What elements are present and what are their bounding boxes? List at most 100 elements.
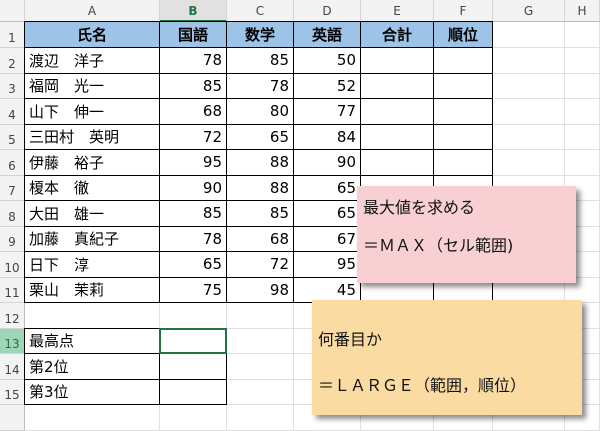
cell-H1[interactable] [565,22,600,48]
cell-A9[interactable]: 加藤 真紀子 [24,225,160,252]
cell-B10[interactable]: 65 [159,251,227,278]
cell-B6[interactable]: 95 [159,149,227,176]
cell-C2[interactable]: 85 [226,47,294,74]
cell-B5[interactable]: 72 [159,123,227,150]
header-cell[interactable]: 数学 [226,21,294,48]
cell-F5[interactable] [433,123,493,150]
cell-B16[interactable] [160,405,227,431]
cell-D9[interactable]: 67 [293,225,361,252]
cell-D4[interactable]: 77 [293,98,361,125]
row-header-8[interactable]: 8 [0,201,25,227]
cell-F6[interactable] [433,149,493,176]
cell-E5[interactable] [360,123,434,150]
cell-A12[interactable] [25,303,160,329]
cell-C15[interactable] [227,379,294,405]
row-header-5[interactable]: 5 [0,124,25,150]
row-header-1[interactable]: 1 [0,22,25,48]
cell-C5[interactable]: 65 [226,123,294,150]
cell-F3[interactable] [433,72,493,99]
cell-A6[interactable]: 伊藤 裕子 [24,149,160,176]
cell-D3[interactable]: 52 [293,72,361,99]
cell-B11[interactable]: 75 [159,276,227,303]
header-cell[interactable]: 氏名 [24,21,160,48]
row-header-4[interactable]: 4 [0,99,25,125]
cell-C9[interactable]: 68 [226,225,294,252]
cell-D5[interactable]: 84 [293,123,361,150]
cell-B12[interactable] [160,303,227,329]
cell-E2[interactable] [360,47,434,74]
cell-H6[interactable] [565,150,600,176]
cell-F4[interactable] [433,98,493,125]
row-header-11[interactable]: 11 [0,277,25,303]
cell-D6[interactable]: 90 [293,149,361,176]
header-cell[interactable]: 国語 [159,21,227,48]
cell-A5[interactable]: 三田村 英明 [24,123,160,150]
cell-B4[interactable]: 68 [159,98,227,125]
row-header-10[interactable]: 10 [0,252,25,278]
cell-H3[interactable] [565,73,600,99]
cell-D8[interactable]: 65 [293,200,361,227]
cell-C7[interactable]: 88 [226,174,294,201]
cell-A16[interactable] [25,405,160,431]
cell-B2[interactable]: 78 [159,47,227,74]
cell-E3[interactable] [360,72,434,99]
cell-C12[interactable] [227,303,294,329]
cell-H4[interactable] [565,99,600,125]
cell-A4[interactable]: 山下 伸一 [24,98,160,125]
cell-C6[interactable]: 88 [226,149,294,176]
select-all-corner[interactable] [0,0,25,22]
row-header-2[interactable]: 2 [0,48,25,74]
column-header-H[interactable]: H [565,0,600,22]
cell-B3[interactable]: 85 [159,72,227,99]
cell-C11[interactable]: 98 [226,276,294,303]
cell-F2[interactable] [433,47,493,74]
cell-C16[interactable] [227,405,294,431]
cell-D10[interactable]: 95 [293,251,361,278]
cell-E4[interactable] [360,98,434,125]
column-header-B[interactable]: B [160,0,227,22]
cell-C10[interactable]: 72 [226,251,294,278]
cell-B8[interactable]: 85 [159,200,227,227]
cell-D2[interactable]: 50 [293,47,361,74]
row-header-7[interactable]: 7 [0,175,25,201]
column-header-A[interactable]: A [25,0,160,22]
row-header-6[interactable]: 6 [0,150,25,176]
cell-E6[interactable] [360,149,434,176]
column-header-E[interactable]: E [361,0,434,22]
cell-G6[interactable] [493,150,565,176]
row-header-14[interactable]: 14 [0,354,25,380]
header-cell[interactable]: 英語 [293,21,361,48]
cell-G4[interactable] [493,99,565,125]
cell-A13[interactable]: 最高点 [24,327,160,354]
cell-C14[interactable] [227,354,294,380]
cell-A2[interactable]: 渡辺 洋子 [24,47,160,74]
cell-G1[interactable] [493,22,565,48]
row-header-3[interactable]: 3 [0,73,25,99]
cell-B9[interactable]: 78 [159,225,227,252]
header-cell[interactable]: 合計 [360,21,434,48]
cell-A7[interactable]: 榎本 徹 [24,174,160,201]
row-header-9[interactable]: 9 [0,226,25,252]
cell-C3[interactable]: 78 [226,72,294,99]
column-header-C[interactable]: C [227,0,294,22]
cell-B7[interactable]: 90 [159,174,227,201]
cell-C4[interactable]: 80 [226,98,294,125]
column-header-F[interactable]: F [434,0,493,22]
row-header-13[interactable]: 13 [0,328,25,354]
cell-D7[interactable]: 65 [293,174,361,201]
cell-C13[interactable] [227,328,294,354]
column-header-D[interactable]: D [294,0,361,22]
column-header-G[interactable]: G [493,0,565,22]
cell-A14[interactable]: 第2位 [24,353,160,380]
cell-A3[interactable]: 福岡 光一 [24,72,160,99]
cell-G2[interactable] [493,48,565,74]
cell-A11[interactable]: 栗山 茉莉 [24,276,160,303]
row-header-12[interactable]: 12 [0,303,25,329]
cell-G3[interactable] [493,73,565,99]
cell-H2[interactable] [565,48,600,74]
cell-B15[interactable] [159,378,227,405]
row-header-16[interactable] [0,405,25,431]
cell-A10[interactable]: 日下 淳 [24,251,160,278]
cell-A15[interactable]: 第3位 [24,378,160,405]
cell-H5[interactable] [565,124,600,150]
